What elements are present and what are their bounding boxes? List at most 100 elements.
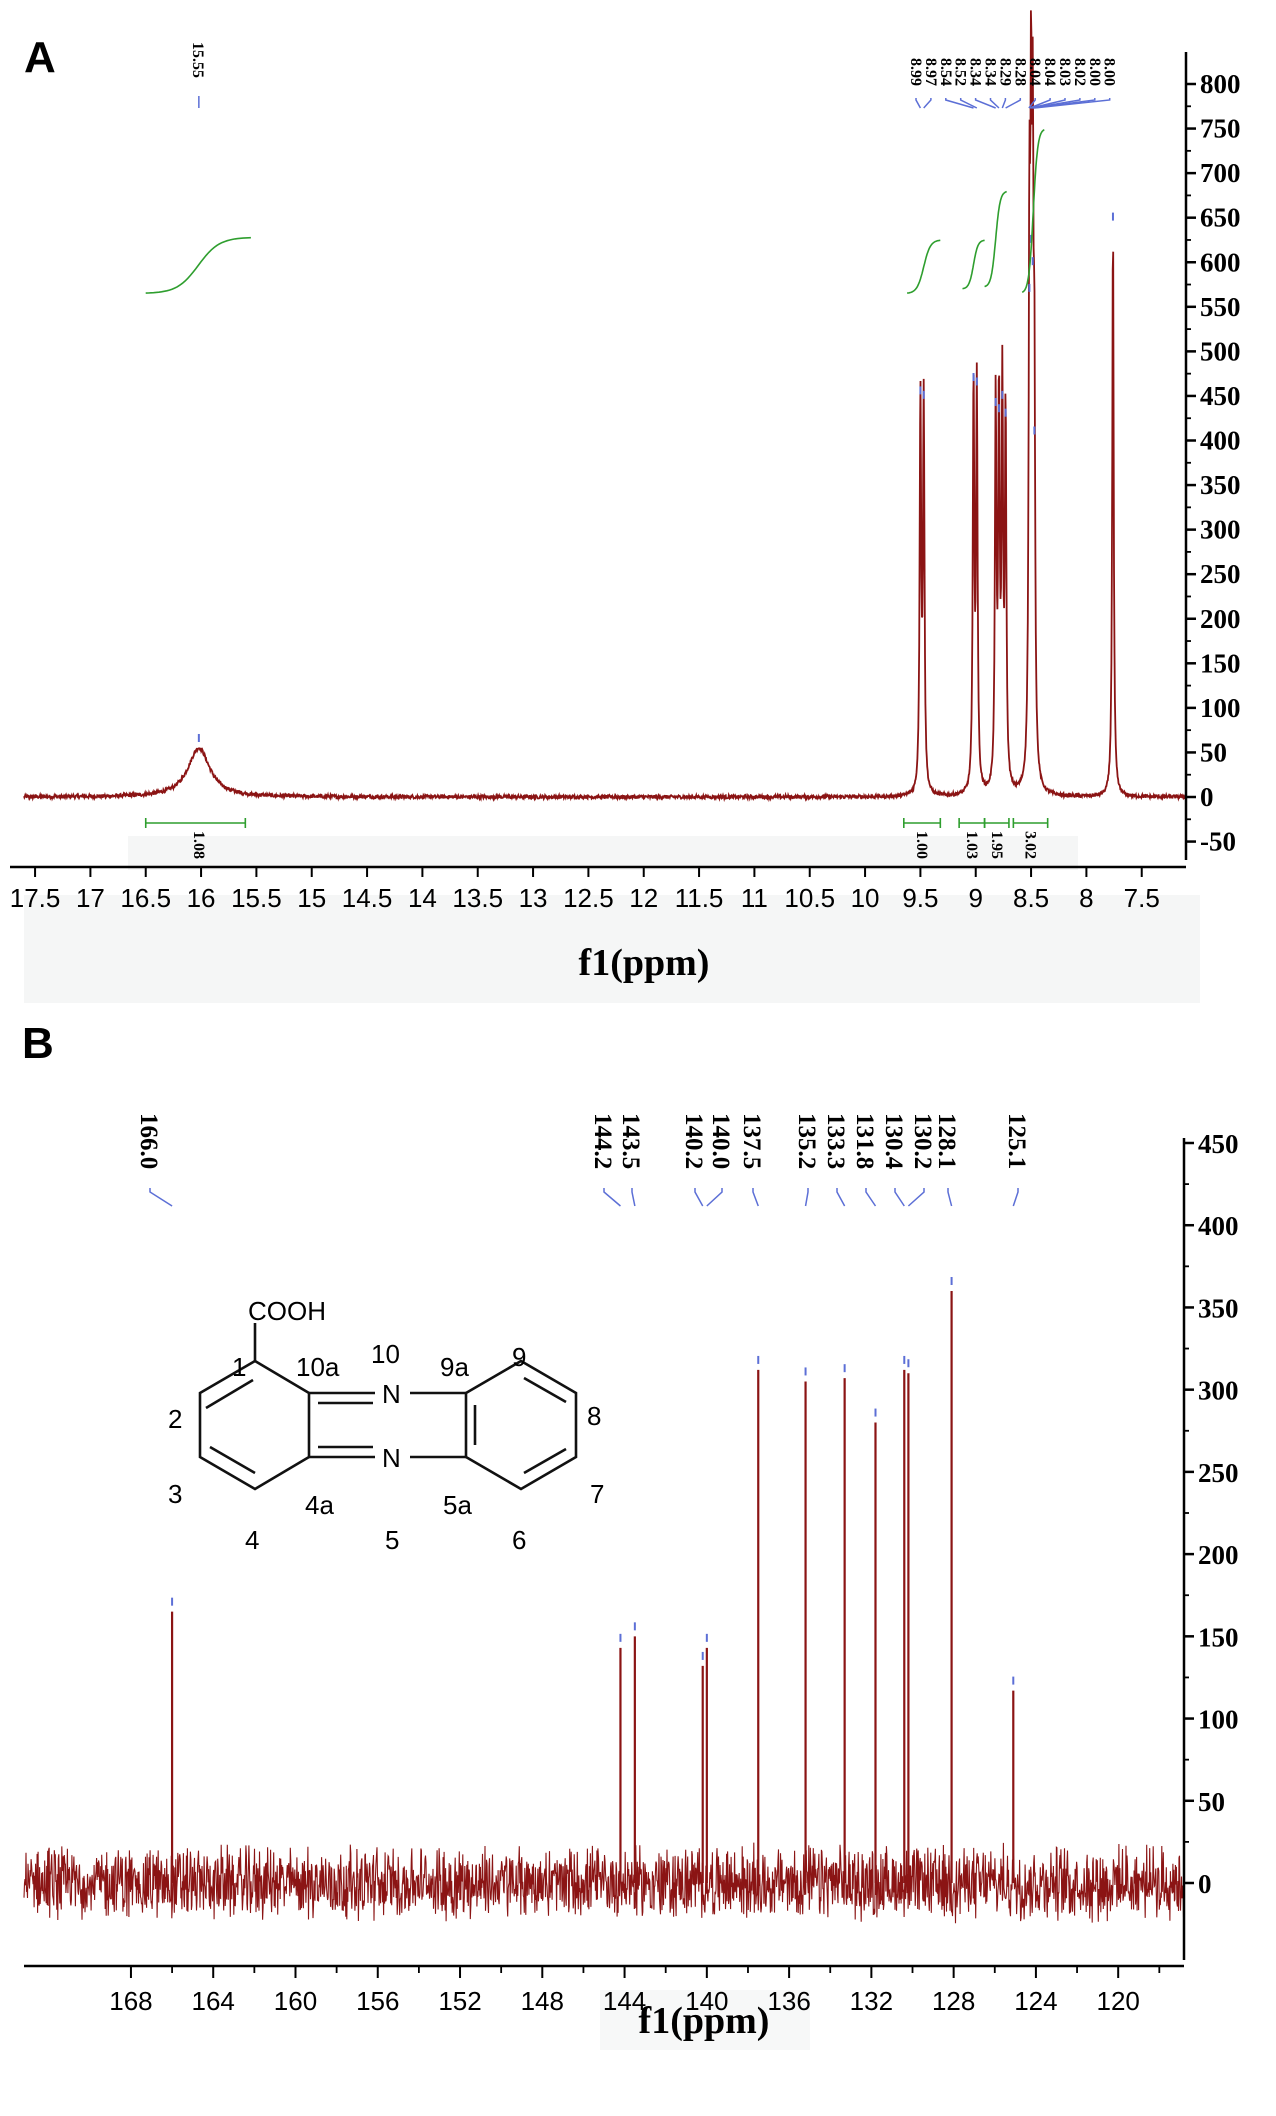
panel-b-peak-label-connector [907, 1188, 925, 1207]
panel-b-y-tick-label: 50 [1198, 1787, 1225, 1817]
panel-a-y-tick-label: 800 [1200, 69, 1241, 99]
panel-a-y-tick-label: 200 [1200, 604, 1241, 634]
panel-b-y-tick-label: 350 [1198, 1293, 1239, 1323]
panel-b-y-tick-label: 300 [1198, 1376, 1239, 1406]
panel-a-integral-label: 1.95 [988, 831, 1005, 859]
panel-b-peak-label-connector [149, 1188, 173, 1207]
atom-label-n10: N [382, 1379, 401, 1409]
panel-a-y-tick-label: -50 [1200, 827, 1236, 857]
panel-b-x-tick-label: 124 [1014, 1986, 1057, 2016]
panel-a-peak-label: 8.99 [907, 58, 924, 86]
right-ring-bonds [464, 1359, 578, 1491]
panel-a-integral-curve [984, 190, 1007, 288]
panel-b-y-tick-label: 0 [1198, 1869, 1212, 1899]
panel-b-x-tick-label: 140 [685, 1986, 728, 2016]
panel-b-peak-label: 140.0 [707, 1113, 734, 1169]
panel-a-x-tick-label: 12.5 [563, 883, 614, 913]
panel-a-y-tick-label: 450 [1200, 381, 1241, 411]
right-ring-double-bond-3 [523, 1447, 567, 1475]
panel-b-peak-label: 125.1 [1003, 1113, 1030, 1169]
panel-b-x-tick-label: 136 [767, 1986, 810, 2016]
panel-a-integral-label: 3.02 [1022, 831, 1039, 859]
panel-b-spectrum-chart: 166.0 144.2 143.5 140.2 140.0 137.5 135.2 133.3… [23, 1113, 1239, 2016]
panel-a-integral-curve [962, 239, 985, 290]
panel-a-xlabel-band [24, 895, 1200, 1003]
left-ring-double-bond-1 [205, 1378, 254, 1410]
atom-label-3: 3 [168, 1479, 182, 1509]
panel-a-integral-curve [145, 236, 251, 294]
panel-a-peak-label-connector [945, 98, 974, 109]
atom-label-7: 7 [590, 1479, 604, 1509]
panel-a-integral-label: 1.00 [913, 831, 930, 859]
panel-a-x-tick-label: 13.5 [452, 883, 503, 913]
atom-label-n5: N [382, 1443, 401, 1473]
panel-b-peak-label-connector [1012, 1188, 1019, 1207]
panel-b-peak-label-connector [694, 1188, 704, 1207]
panel-a-peak-label-connector [959, 98, 978, 109]
panel-a-peak-label: 8.97 [922, 58, 939, 86]
panel-a-peak-label: 8.03 [1056, 58, 1073, 86]
panel-a-peak-label: 8.04 [1026, 58, 1043, 86]
panel-a-peak-label-connector [1029, 98, 1051, 109]
atom-label-4a: 4a [305, 1490, 334, 1520]
panel-b-xlabel-band [600, 1990, 810, 2050]
panel-a-x-axis-title: f1(ppm) [579, 942, 710, 984]
left-ring-double-bond-2 [209, 1445, 256, 1475]
panel-a-letter: A [24, 33, 56, 82]
panel-a-y-tick-label: 50 [1200, 737, 1227, 767]
panel-b-peak-label: 166.0 [135, 1113, 162, 1169]
panel-a-y-tick-label: 300 [1200, 515, 1241, 545]
panel-a-peak-label: 8.00 [1101, 58, 1118, 86]
panel-a-peak-label: 8.54 [937, 58, 954, 86]
panel-b-x-tick-label: 148 [521, 1986, 564, 2016]
panel-a-peak-label: 8.00 [1086, 58, 1103, 86]
left-ring-bonds [198, 1359, 311, 1491]
panel-a-x-tick-label: 12 [629, 883, 658, 913]
panel-b-peak-label-connector [752, 1188, 759, 1207]
panel-a-peak-label-connector [1030, 98, 1066, 109]
atom-label-9: 9 [512, 1342, 526, 1372]
panel-b-spectrum-noise [23, 1842, 1185, 1924]
panel-b-peak-label-connector [836, 1188, 846, 1207]
panel-a-peak-label: 15.55 [189, 42, 206, 78]
panel-a-x-tick-label: 9.5 [902, 883, 938, 913]
panel-a-x-tick-label: 15.5 [231, 883, 282, 913]
panel-b-x-tick-label: 152 [438, 1986, 481, 2016]
panel-b-x-tick-label: 128 [932, 1986, 975, 2016]
panel-a-x-tick-label: 8.5 [1013, 883, 1049, 913]
panel-a-x-tick-label: 16 [187, 883, 216, 913]
panel-a-x-tick-label: 10.5 [784, 883, 835, 913]
panel-b-peak-label-connector [603, 1188, 621, 1207]
panel-b-x-tick-label: 160 [274, 1986, 317, 2016]
atom-label-5a: 5a [443, 1490, 472, 1520]
panel-a-y-tick-label: 700 [1200, 158, 1241, 188]
panel-b-peak-label: 128.1 [933, 1113, 960, 1169]
panel-a-x-tick-label: 17 [76, 883, 105, 913]
panel-a-x-tick-label: 14 [408, 883, 437, 913]
panel-a-x-tick-label: 15 [297, 883, 326, 913]
panel-b-peak-label: 144.2 [589, 1113, 616, 1169]
panel-a-integral-band [128, 836, 1078, 870]
panel-a-peak-label-connector [1001, 98, 1007, 109]
panel-a-y-tick-label: 650 [1200, 203, 1241, 233]
panel-a-integral-curve [1021, 129, 1045, 294]
panel-a-integral-curve [907, 239, 941, 294]
panel-a-y-tick-label: 100 [1200, 693, 1241, 723]
panel-a-peak-label: 8.29 [996, 58, 1013, 86]
panel-a-x-tick-label: 17.5 [10, 883, 61, 913]
panel-b-peak-label-connector [947, 1188, 953, 1207]
panel-a-peak-label-connector [923, 98, 932, 109]
panel-b-peak-label: 143.5 [617, 1113, 644, 1169]
panel-a-x-tick-label: 11 [741, 883, 768, 913]
panel-b-peak-label-connector [804, 1188, 809, 1207]
panel-a-peak-label: 8.52 [952, 58, 969, 86]
panel-a-peak-label-connector [915, 98, 922, 109]
panel-a-peak-label: 8.04 [1041, 58, 1058, 86]
panel-b-y-tick-label: 250 [1198, 1458, 1239, 1488]
atom-label-5: 5 [385, 1525, 399, 1555]
panel-b-peak-label: 131.8 [851, 1113, 878, 1169]
panel-a-x-tick-label: 11.5 [675, 883, 724, 913]
atom-label-1: 1 [232, 1352, 246, 1382]
panel-a-peak-label: 8.02 [1071, 58, 1088, 86]
